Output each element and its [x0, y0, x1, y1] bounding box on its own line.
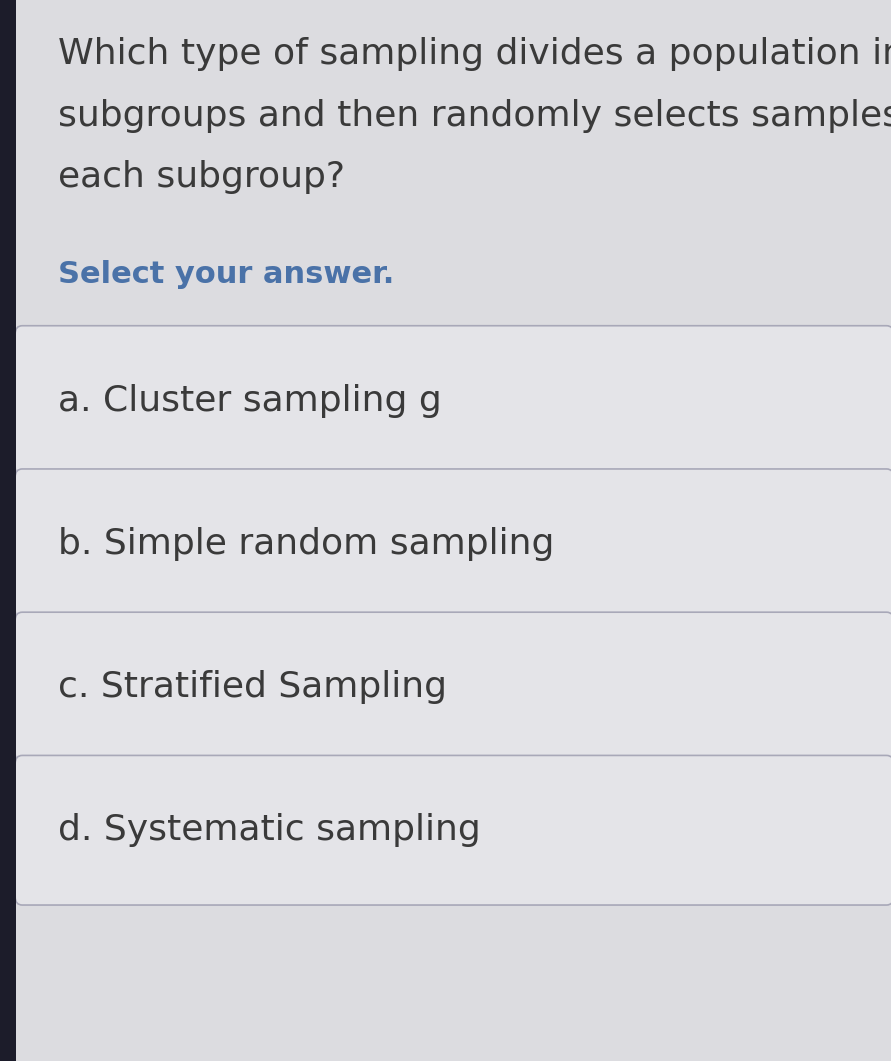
- FancyBboxPatch shape: [15, 469, 891, 619]
- Text: each subgroup?: each subgroup?: [58, 160, 345, 194]
- FancyBboxPatch shape: [15, 326, 891, 475]
- Text: subgroups and then randomly selects samples from: subgroups and then randomly selects samp…: [58, 99, 891, 133]
- Text: d. Systematic sampling: d. Systematic sampling: [58, 813, 480, 848]
- Text: Select your answer.: Select your answer.: [58, 260, 395, 289]
- FancyBboxPatch shape: [15, 755, 891, 905]
- Bar: [0, 0, 16, 1061]
- FancyBboxPatch shape: [15, 612, 891, 762]
- Text: b. Simple random sampling: b. Simple random sampling: [58, 526, 554, 561]
- Text: a. Cluster sampling g: a. Cluster sampling g: [58, 383, 442, 418]
- Text: Which type of sampling divides a population into: Which type of sampling divides a populat…: [58, 37, 891, 71]
- Text: c. Stratified Sampling: c. Stratified Sampling: [58, 669, 447, 705]
